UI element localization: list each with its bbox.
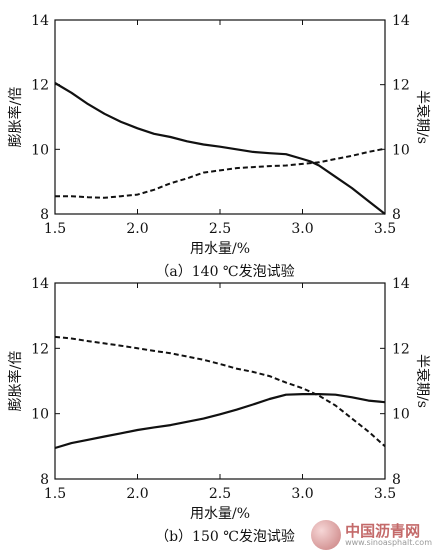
watermark-logo-icon <box>311 520 342 550</box>
y-right-tick-label: 12 <box>392 78 410 94</box>
x-axis-label: 用水量/% <box>190 506 250 522</box>
watermark: 中国沥青网 www.sinoasphalt.com <box>311 520 432 550</box>
y-right-tick-label: 12 <box>392 341 410 357</box>
y-right-tick-label: 10 <box>392 142 410 158</box>
panel-caption: （a）140 ℃发泡试验 <box>155 264 294 280</box>
x-tick-label: 3.0 <box>291 221 313 237</box>
x-tick-label: 2.5 <box>209 486 231 502</box>
y-right-tick-label: 8 <box>392 472 401 488</box>
series-line-solid-expansion <box>54 393 386 450</box>
x-tick-label: 3.5 <box>374 221 396 237</box>
y-left-tick-label: 12 <box>31 341 49 357</box>
x-tick-label: 2.0 <box>126 221 148 237</box>
series-line-dashed-half-life <box>55 147 386 199</box>
y-right-axis-label: 半衰期/s <box>414 90 431 144</box>
y-right-tick-label: 8 <box>392 207 401 223</box>
x-tick-label: 1.5 <box>44 486 66 502</box>
x-tick-label: 2.5 <box>209 221 231 237</box>
y-left-tick-label: 14 <box>31 276 49 292</box>
x-tick-label: 3.0 <box>291 486 313 502</box>
watermark-title: 中国沥青网 <box>345 521 421 540</box>
plot-frame <box>54 282 386 480</box>
y-left-tick-label: 8 <box>40 472 49 488</box>
x-tick-label: 2.0 <box>126 486 148 502</box>
y-left-axis-label: 膨胀率/倍 <box>7 351 24 412</box>
y-right-tick-label: 14 <box>392 13 410 29</box>
y-left-tick-label: 10 <box>31 407 49 423</box>
y-right-axis-label: 半衰期/s <box>414 354 431 408</box>
series-line-solid-expansion <box>54 82 386 215</box>
panel-caption: （b）150 ℃发泡试验 <box>155 529 295 545</box>
y-left-tick-label: 12 <box>31 78 49 94</box>
chart-panel-b: 1.5 2.0 2.5 3.0 3.581012148101214用水量/%膨胀率/倍半… <box>7 276 431 545</box>
series-line-dashed-half-life <box>54 335 386 448</box>
y-left-tick-label: 8 <box>40 207 49 223</box>
y-right-tick-label: 14 <box>392 276 410 292</box>
watermark-url: www.sinoasphalt.com <box>345 537 432 547</box>
plot-frame <box>54 19 386 215</box>
x-tick-label: 3.5 <box>374 486 396 502</box>
chart-panel-a: 1.5 2.0 2.5 3.0 3.581012148101214用水量/%膨胀率/倍半… <box>7 13 431 280</box>
y-left-tick-label: 10 <box>31 142 49 158</box>
y-left-tick-label: 14 <box>31 13 49 29</box>
y-right-tick-label: 10 <box>392 407 410 423</box>
x-tick-label: 1.5 <box>44 221 66 237</box>
y-left-axis-label: 膨胀率/倍 <box>7 87 24 148</box>
x-axis-label: 用水量/% <box>190 241 250 257</box>
